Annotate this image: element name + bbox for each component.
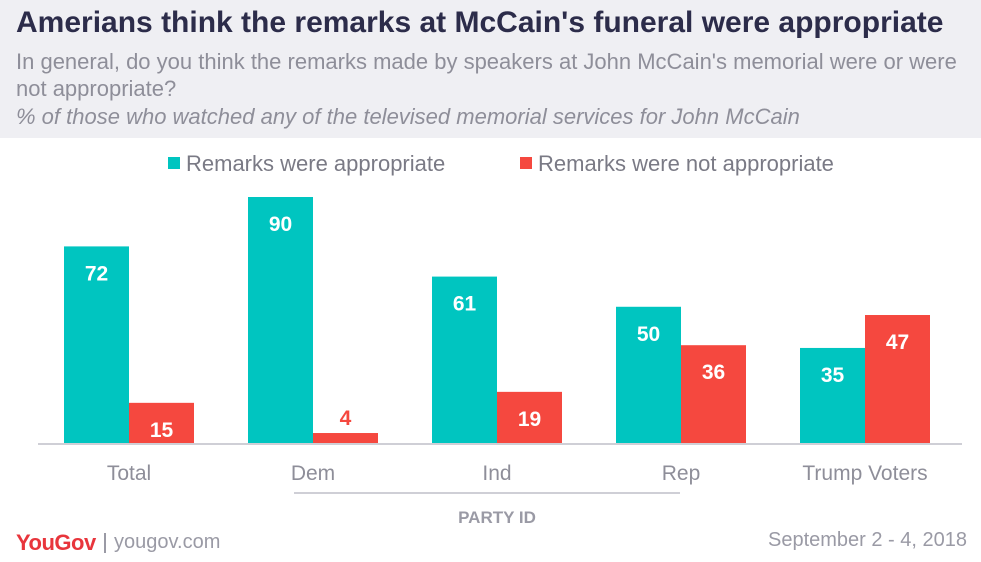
bar-ind-appropriate [432, 276, 497, 444]
data-label: 90 [269, 213, 292, 236]
legend-swatch-2 [520, 157, 532, 169]
category-label-rep: Rep [662, 462, 701, 485]
bar-trump-voters-not-appropriate [865, 315, 930, 444]
data-label: 47 [886, 331, 909, 354]
yougov-logo: YouGov [16, 530, 96, 555]
bar-dem-not-appropriate [313, 433, 378, 444]
header-panel [0, 0, 981, 138]
data-label: 36 [702, 361, 725, 384]
party-id-label: PARTY ID [458, 508, 536, 525]
footer-divider [104, 533, 106, 553]
bar-chart: Remarks were appropriate Remarks were not… [38, 151, 962, 525]
data-label: 4 [340, 407, 352, 430]
category-label-ind: Ind [482, 462, 511, 485]
legend-swatch-1 [168, 157, 180, 169]
footer-site: yougov.com [114, 531, 221, 553]
chart-subtitle: In general, do you think the remarks mad… [16, 49, 957, 101]
category-label-dem: Dem [291, 462, 335, 485]
bar-dem-appropriate [248, 197, 313, 444]
data-label: 19 [518, 408, 541, 431]
bar-rep-appropriate [616, 306, 681, 444]
bar-rep-not-appropriate [681, 345, 746, 444]
data-label: 72 [85, 262, 108, 285]
chart-title: Amerians think the remarks at McCain's f… [16, 6, 944, 39]
bar-ind-not-appropriate [497, 391, 562, 444]
data-label: 35 [821, 364, 845, 387]
category-label-trump-voters: Trump Voters [802, 462, 927, 485]
category-label-total: Total [107, 462, 151, 485]
bar-total-appropriate [64, 246, 129, 444]
legend-label-2: Remarks were not appropriate [538, 151, 834, 176]
survey-date: September 2 - 4, 2018 [767, 529, 967, 551]
legend-label-1: Remarks were appropriate [186, 151, 445, 176]
data-label: 15 [150, 419, 174, 442]
data-label: 61 [453, 293, 477, 316]
bar-total-not-appropriate [129, 402, 194, 444]
chart-note: % of those who watched any of the televi… [16, 104, 800, 129]
data-label: 50 [637, 323, 660, 346]
bar-trump-voters-appropriate [800, 347, 865, 444]
